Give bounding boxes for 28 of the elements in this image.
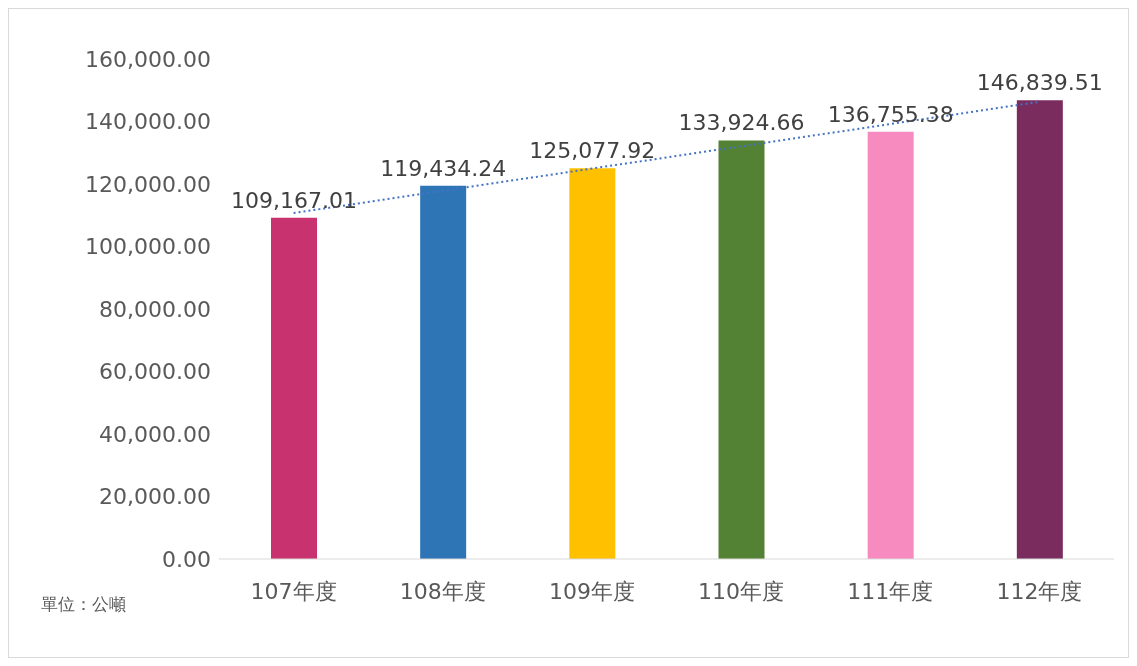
y-tick-label: 160,000.00 [85, 46, 211, 72]
data-label: 136,755.38 [827, 101, 954, 127]
bar [718, 140, 765, 559]
y-tick-label: 0.00 [162, 546, 211, 572]
y-tick-label: 140,000.00 [85, 109, 211, 135]
x-tick-label: 108年度 [399, 578, 486, 604]
x-tick-label: 112年度 [996, 578, 1083, 604]
bar [867, 131, 914, 559]
y-tick-label: 120,000.00 [85, 171, 211, 197]
bar [271, 217, 317, 559]
bar [569, 168, 616, 559]
data-label: 125,077.92 [529, 138, 656, 164]
bar [420, 185, 467, 559]
data-label: 133,924.66 [678, 110, 805, 136]
y-tick-label: 60,000.00 [99, 359, 211, 385]
text: 單位：公噸 [41, 593, 126, 616]
x-tick-label: 111年度 [847, 578, 934, 604]
x-tick-label: 109年度 [548, 578, 635, 604]
data-label: 146,839.51 [976, 70, 1103, 96]
y-tick-label: 80,000.00 [99, 296, 211, 322]
data-label: 119,434.24 [380, 155, 507, 181]
y-tick-label: 20,000.00 [99, 484, 211, 510]
x-tick-label: 107年度 [250, 578, 337, 604]
data-label: 109,167.01 [231, 187, 357, 213]
y-tick-label: 40,000.00 [99, 421, 211, 447]
bar [1016, 100, 1063, 559]
x-tick-label: 110年度 [698, 578, 785, 604]
y-tick-label: 100,000.00 [85, 234, 211, 260]
